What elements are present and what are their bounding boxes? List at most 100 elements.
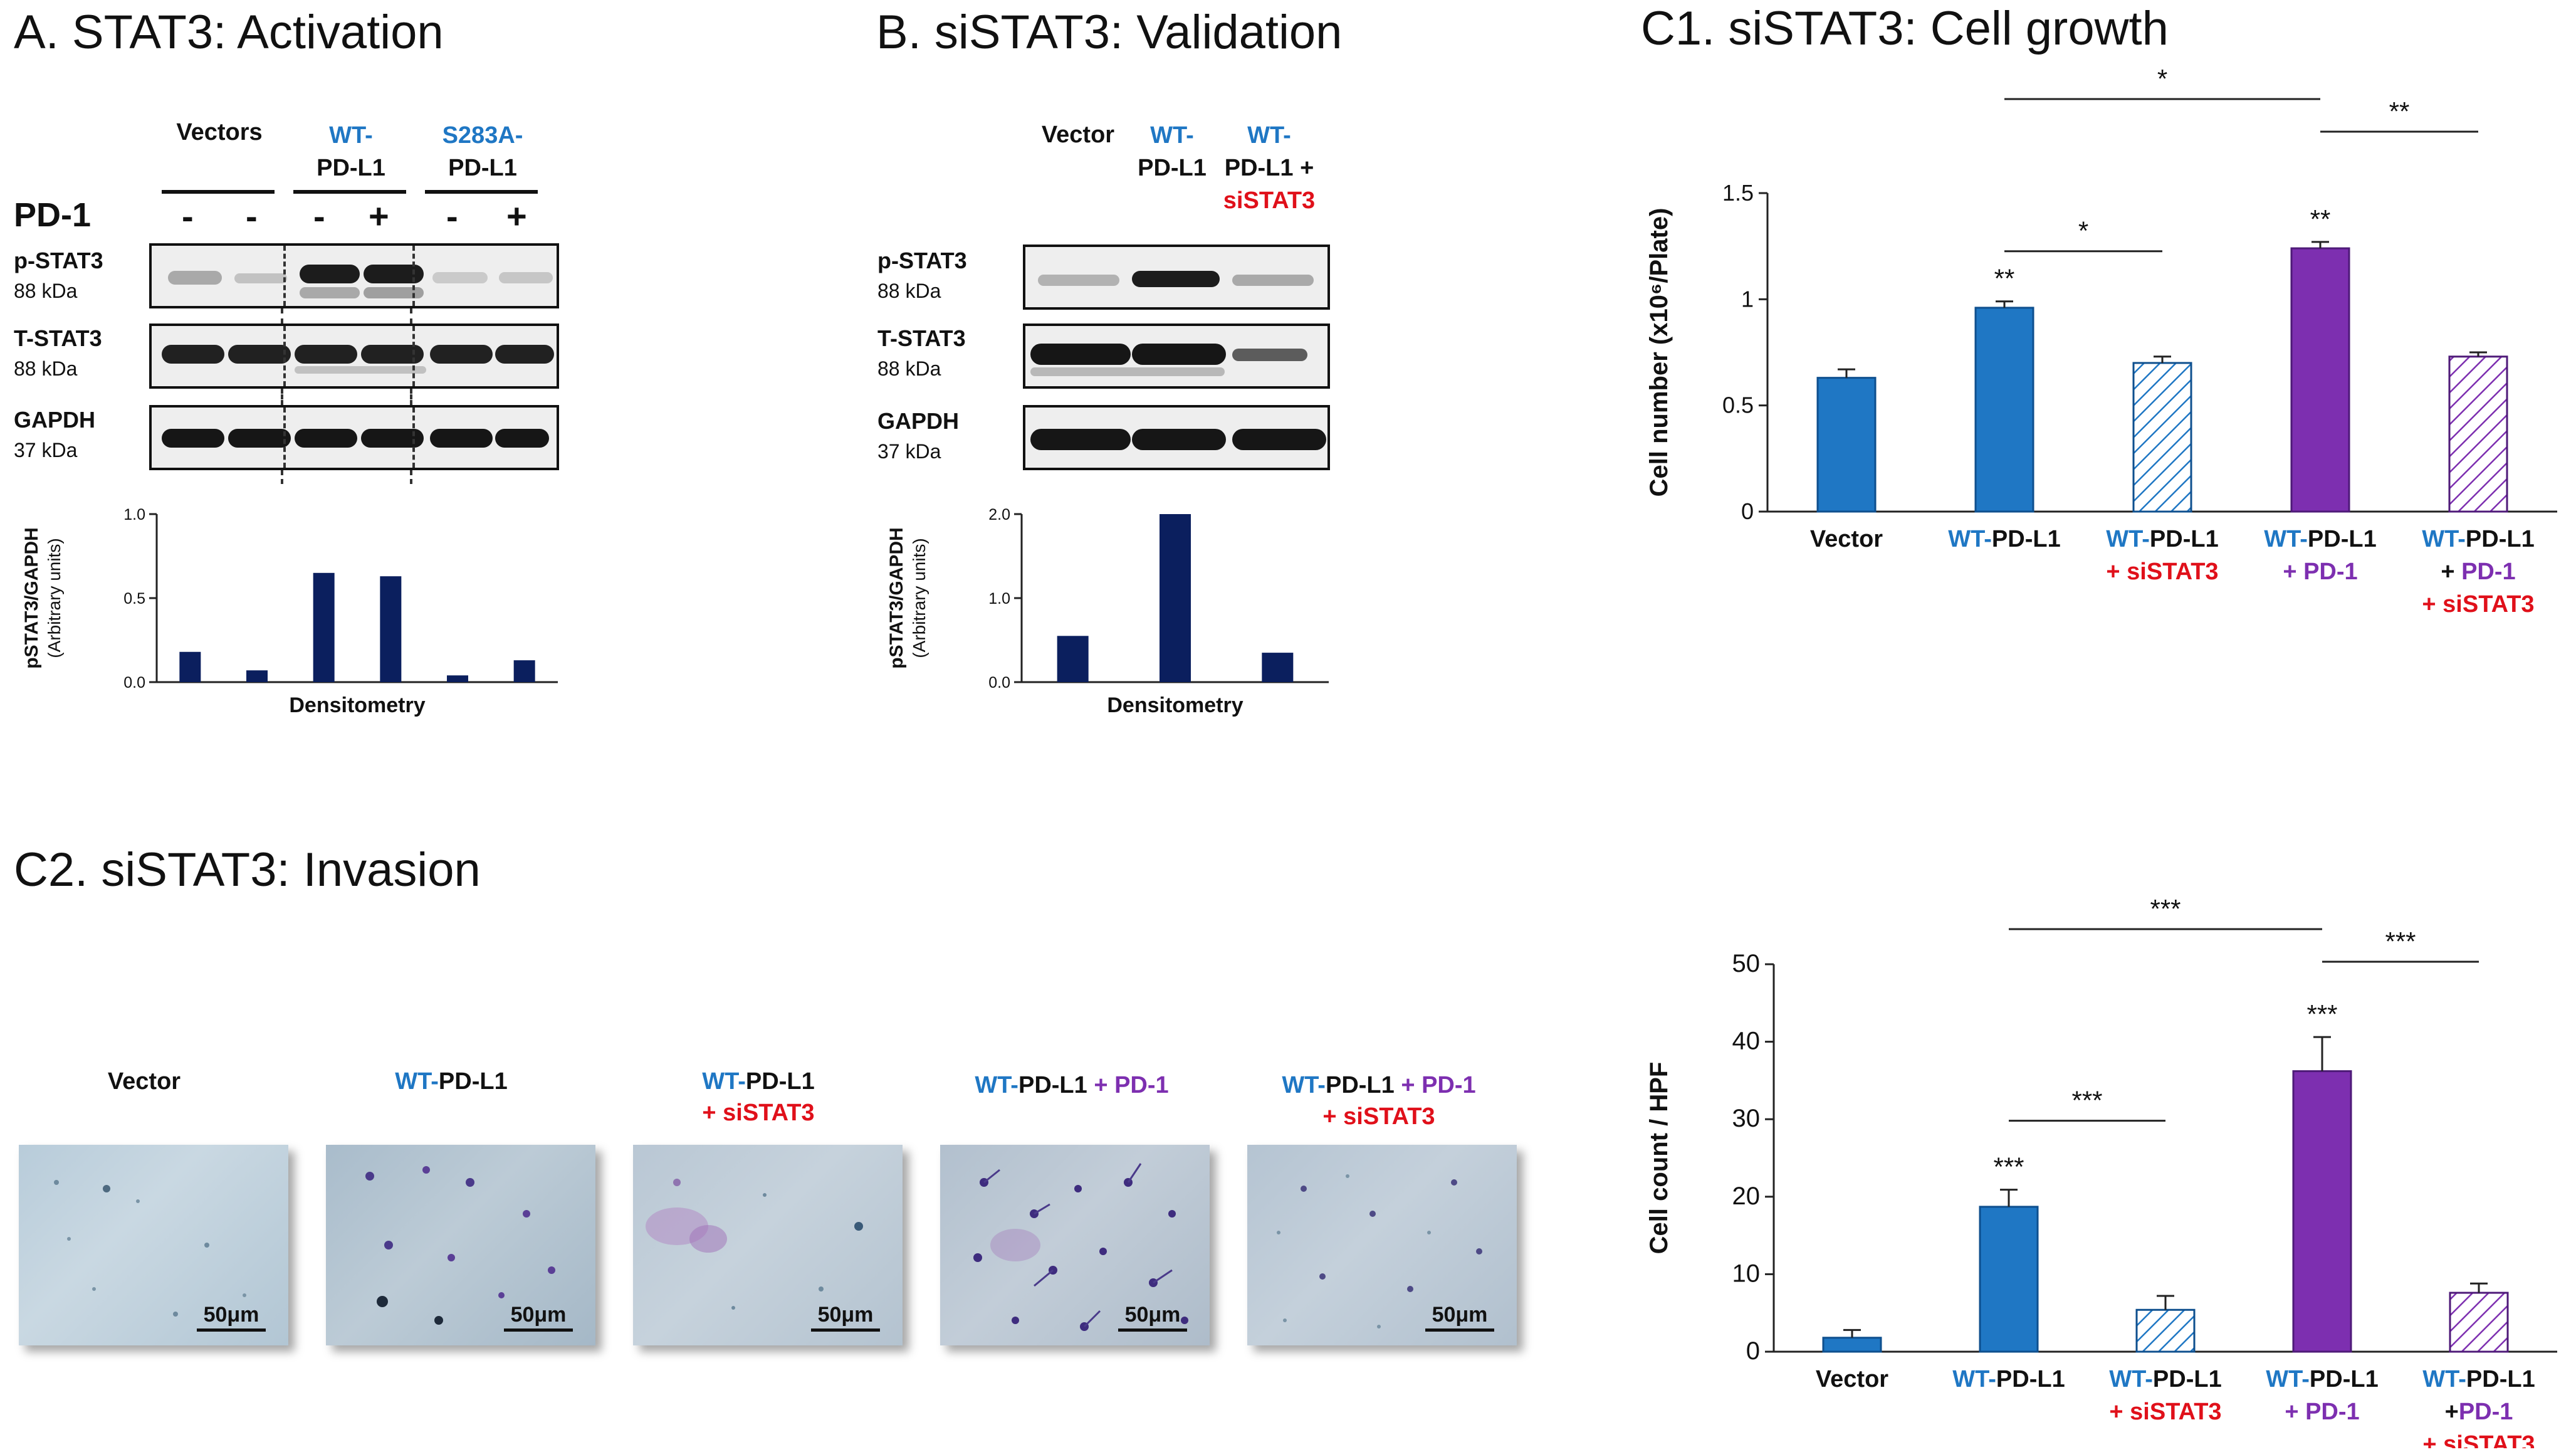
pd1-label: PD-1 [14,196,92,234]
group-underline [293,190,406,194]
blot-label-tstat3: T-STAT3 88 kDa [14,325,102,380]
blot-b-pstat3 [1023,245,1330,310]
scale-bar: 50μm [1118,1303,1187,1332]
y-axis-label: pSTAT3/GAPDH [21,527,42,669]
x-category-label: WT-PD-L1 [2106,526,2218,552]
bar [380,576,402,682]
bar [2132,362,2192,513]
bar [2448,355,2508,513]
bar [2135,1308,2196,1353]
bar [1057,636,1089,682]
scale-bar: 50μm [811,1303,880,1332]
x-category-label: WT-PD-L1 [2266,1366,2378,1392]
x-category-label: + PD-1 [2441,559,2515,585]
bar [313,572,335,682]
y-tick-label: 1.0 [123,506,145,523]
blot-label-gapdh: GAPDH 37 kDa [877,408,960,463]
blot-divider-line [281,389,283,405]
invasion-label: WT-PD-L1 + PD-1 [975,1072,1169,1098]
blot-divider-line [410,389,412,405]
panel-c1-title: C1. siSTAT3: Cell growth [1641,2,2169,55]
y-tick-label: 1.5 [1722,180,1754,206]
y-tick-label: 50 [1732,950,1761,977]
invasion-label: Vector [107,1068,181,1095]
significance-stars: * [2078,216,2088,246]
y-tick-label: 0.0 [123,674,145,692]
panel-b-col-vector: Vector [1041,122,1115,148]
blot-divider-line [281,308,283,324]
bar [1262,653,1294,682]
significance-stars: *** [2150,894,2181,923]
blot-b-gapdh [1023,405,1330,470]
bar [1816,377,1877,513]
panel-c2-title: C2. siSTAT3: Invasion [14,843,481,897]
y-axis-label: (Arbitrary units) [909,538,929,658]
significance-stars: ** [1994,264,2015,293]
bar [1822,1337,1882,1353]
blot-b-tstat3 [1023,324,1330,389]
x-category-label: WT-PD-L1 [2422,1366,2535,1392]
pd1-sign: - [182,196,194,236]
micrograph-vector: 50μm [19,1145,288,1345]
significance-stars: *** [2306,999,2337,1029]
panel-a-group-wt: WT- PD-L1 [317,122,385,181]
blot-a-gapdh [149,405,559,470]
significance-stars: ** [2310,204,2331,234]
panel-a-title: A. STAT3: Activation [14,6,444,59]
chart-b-densitometry: 0.0 1.0 2.0 pSTAT3/GAPDH (Arbitrary units) De… [886,506,1329,717]
x-category-label: + PD-1 [2283,559,2357,585]
bar [2449,1292,2509,1353]
blot-label-tstat3: T-STAT3 88 kDa [877,325,966,380]
scale-bar: 50μm [504,1303,573,1332]
scale-bar: 50μm [1425,1303,1494,1332]
significance-stars: *** [1993,1152,2024,1182]
invasion-label: WT-PD-L1 + siSTAT3 [702,1068,815,1126]
y-axis-label: Cell count / HPF [1645,1062,1673,1255]
blot-a-tstat3 [149,324,559,389]
blot-label-pstat3: p-STAT3 88 kDa [14,248,103,302]
chart-a-densitometry: 0.0 0.5 1.0 pSTAT3/GAPDH (Arbitrary units) De… [21,506,558,717]
x-category-label: WT-PD-L1 [2422,526,2534,552]
y-tick-label: 0 [1746,1337,1760,1365]
bar [1979,1206,2039,1353]
chart-c2-invasion: 0 10 20 30 40 50 Cell count / HPF Vector *** WT-P… [1645,894,2557,1448]
pd1-sign: - [246,196,258,236]
blot-divider-line [410,308,412,324]
micrograph-wt-pdl1-pd1-sistat3: 50μm [1247,1145,1517,1345]
y-axis-label: pSTAT3/GAPDH [886,527,907,669]
y-axis-label: Cell number (x10⁶/Plate) [1645,208,1673,497]
micrograph-wt-pdl1-sistat3: 50μm [633,1145,903,1345]
bar [513,660,535,682]
bar [2290,247,2350,513]
x-category-label: WT-PD-L1 [1952,1366,2065,1392]
significance-stars: * [2157,64,2167,93]
bar [2292,1070,2352,1353]
significance-stars: *** [2071,1086,2102,1115]
invasion-label: WT-PD-L1 + PD-1 + siSTAT3 [1282,1072,1476,1130]
pd1-sign: - [446,196,458,236]
y-tick-label: 0 [1741,498,1754,524]
y-tick-label: 1.0 [988,590,1010,608]
x-category-label: Vector [1816,1366,1888,1392]
pd1-sign: + [506,196,527,236]
invasion-label: WT-PD-L1 [395,1068,508,1095]
panel-b-col-wt: WT- PD-L1 [1138,122,1207,181]
y-tick-label: 10 [1732,1260,1761,1287]
x-category-label: Vector [1810,526,1883,552]
blot-divider-line [281,470,283,484]
micrograph-wt-pdl1-pd1: 50μm [940,1145,1210,1345]
x-axis-label: Densitometry [289,693,425,717]
x-category-label: +PD-1 [2445,1399,2513,1425]
y-tick-label: 20 [1732,1182,1761,1210]
blot-label-pstat3: p-STAT3 88 kDa [877,248,967,302]
x-axis-label: Densitometry [1107,693,1243,717]
x-category-label: + siSTAT3 [2106,559,2218,585]
y-tick-label: 1 [1741,286,1754,312]
bar [1974,307,2034,513]
y-tick-label: 2.0 [988,506,1010,523]
y-tick-label: 30 [1732,1105,1761,1132]
y-tick-label: 40 [1732,1028,1761,1055]
y-axis-label: (Arbitrary units) [45,538,64,658]
bar [246,670,268,682]
